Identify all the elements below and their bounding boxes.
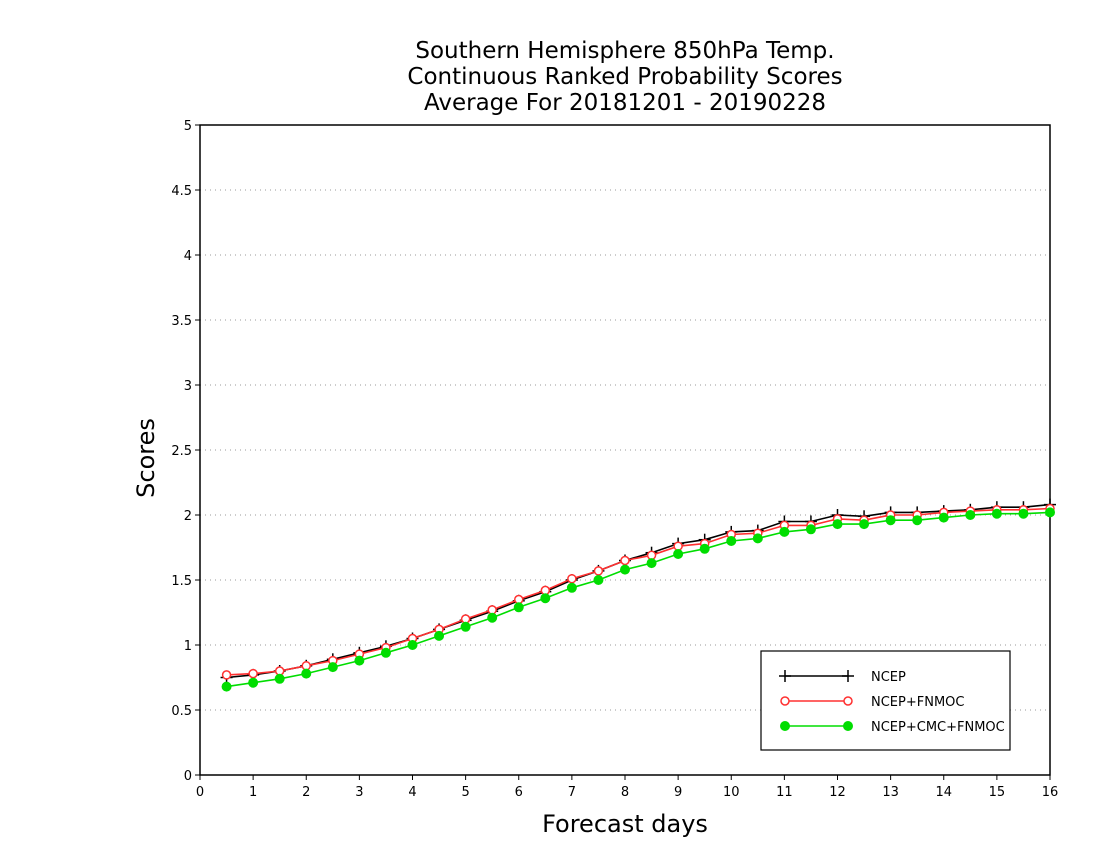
data-point-series-2 (248, 677, 259, 688)
legend-marker-0 (779, 670, 791, 682)
data-point-series-2 (513, 602, 524, 613)
legend-label-1: NCEP+FNMOC (871, 695, 964, 710)
series-line-1 (226, 507, 1051, 676)
data-point-series-2 (460, 621, 471, 632)
data-point-series-1 (620, 555, 630, 566)
data-point-series-2 (1018, 508, 1029, 519)
data-point-series-2 (646, 558, 657, 569)
x-tick-label: 4 (408, 785, 416, 800)
legend-marker-2 (780, 721, 790, 731)
series-layer (220, 498, 1056, 692)
legend: NCEP NCEP+FNMOC NCEP+CMC+FNMOC (760, 650, 1011, 751)
data-point-series-2 (673, 549, 684, 559)
data-point-series-2 (407, 640, 418, 650)
data-point-series-2 (991, 508, 1002, 519)
legend-marker-1 (780, 696, 790, 706)
y-tick-label: 1.5 (171, 574, 192, 589)
y-tick-label: 3 (184, 379, 192, 394)
legend-label-2: NCEP+CMC+FNMOC (871, 720, 1005, 735)
data-point-series-2 (221, 681, 232, 692)
data-point-series-2 (487, 612, 498, 623)
data-point-series-1 (593, 566, 604, 576)
y-tick-label: 5 (184, 119, 192, 134)
x-tick-label: 7 (568, 785, 576, 800)
chart-title-line-2: Continuous Ranked Probability Scores (407, 64, 842, 90)
y-tick-label: 1 (184, 639, 192, 654)
legend-label-0: NCEP (871, 670, 906, 685)
data-point-series-2 (540, 593, 551, 604)
x-tick-label: 16 (1042, 785, 1059, 800)
data-point-series-2 (1045, 507, 1055, 518)
data-point-series-2 (752, 533, 763, 544)
x-tick-label: 1 (249, 785, 257, 800)
x-tick-label: 9 (674, 785, 682, 800)
x-tick-label: 0 (196, 785, 204, 800)
data-point-series-2 (380, 647, 391, 658)
gridlines (200, 189, 1050, 711)
data-point-series-2 (938, 512, 949, 523)
x-tick-label: 2 (302, 785, 310, 800)
data-point-series-2 (805, 524, 816, 535)
y-tick-label: 0 (184, 769, 192, 784)
data-point-series-2 (354, 655, 365, 666)
x-tick-label: 3 (355, 785, 363, 800)
axes: 00.511.522.533.544.550 1 2 3 4 5 6 7 8 9 10 11 12 13 1… (171, 119, 1058, 800)
data-point-series-2 (885, 515, 896, 526)
y-tick-label: 2.5 (171, 444, 192, 459)
data-point-series-2 (434, 630, 445, 641)
y-tick-label: 3.5 (171, 314, 192, 329)
x-axis-title: Forecast days (542, 810, 708, 838)
data-point-series-2 (859, 519, 870, 530)
data-point-series-2 (327, 662, 338, 673)
data-point-series-2 (274, 673, 285, 684)
x-tick-label: 5 (461, 785, 469, 800)
data-point-series-2 (779, 526, 790, 537)
x-tick-label: 12 (829, 785, 846, 800)
legend-marker-0 (842, 670, 854, 682)
y-axis-title: Scores (132, 418, 160, 498)
legend-marker-1 (843, 696, 853, 706)
data-point-series-2 (593, 575, 604, 585)
data-point-series-2 (566, 582, 577, 593)
x-tick-label: 11 (776, 785, 793, 800)
legend-marker-2 (843, 721, 853, 731)
data-point-series-1 (248, 668, 258, 679)
x-tick-label: 14 (935, 785, 952, 800)
data-point-series-2 (301, 668, 312, 679)
data-point-series-2 (912, 515, 923, 526)
data-point-series-1 (221, 670, 232, 680)
x-tick-label: 13 (882, 785, 899, 800)
y-tick-label: 0.5 (171, 704, 192, 719)
data-point-series-2 (699, 543, 710, 554)
data-point-series-2 (965, 510, 976, 520)
x-tick-label: 15 (989, 785, 1006, 800)
y-tick-label: 2 (184, 509, 192, 524)
data-point-series-1 (567, 573, 577, 584)
x-tick-label: 8 (621, 785, 629, 800)
data-point-series-2 (832, 519, 843, 530)
data-point-series-2 (620, 564, 630, 575)
x-tick-label: 6 (515, 785, 523, 800)
data-point-series-2 (726, 536, 737, 546)
chart-title-line-3: Average For 20181201 - 20190228 (424, 90, 826, 116)
chart-title-line-1: Southern Hemisphere 850hPa Temp. (415, 38, 834, 64)
x-tick-label: 10 (723, 785, 740, 800)
y-tick-label: 4 (184, 249, 192, 264)
y-tick-label: 4.5 (171, 184, 192, 199)
